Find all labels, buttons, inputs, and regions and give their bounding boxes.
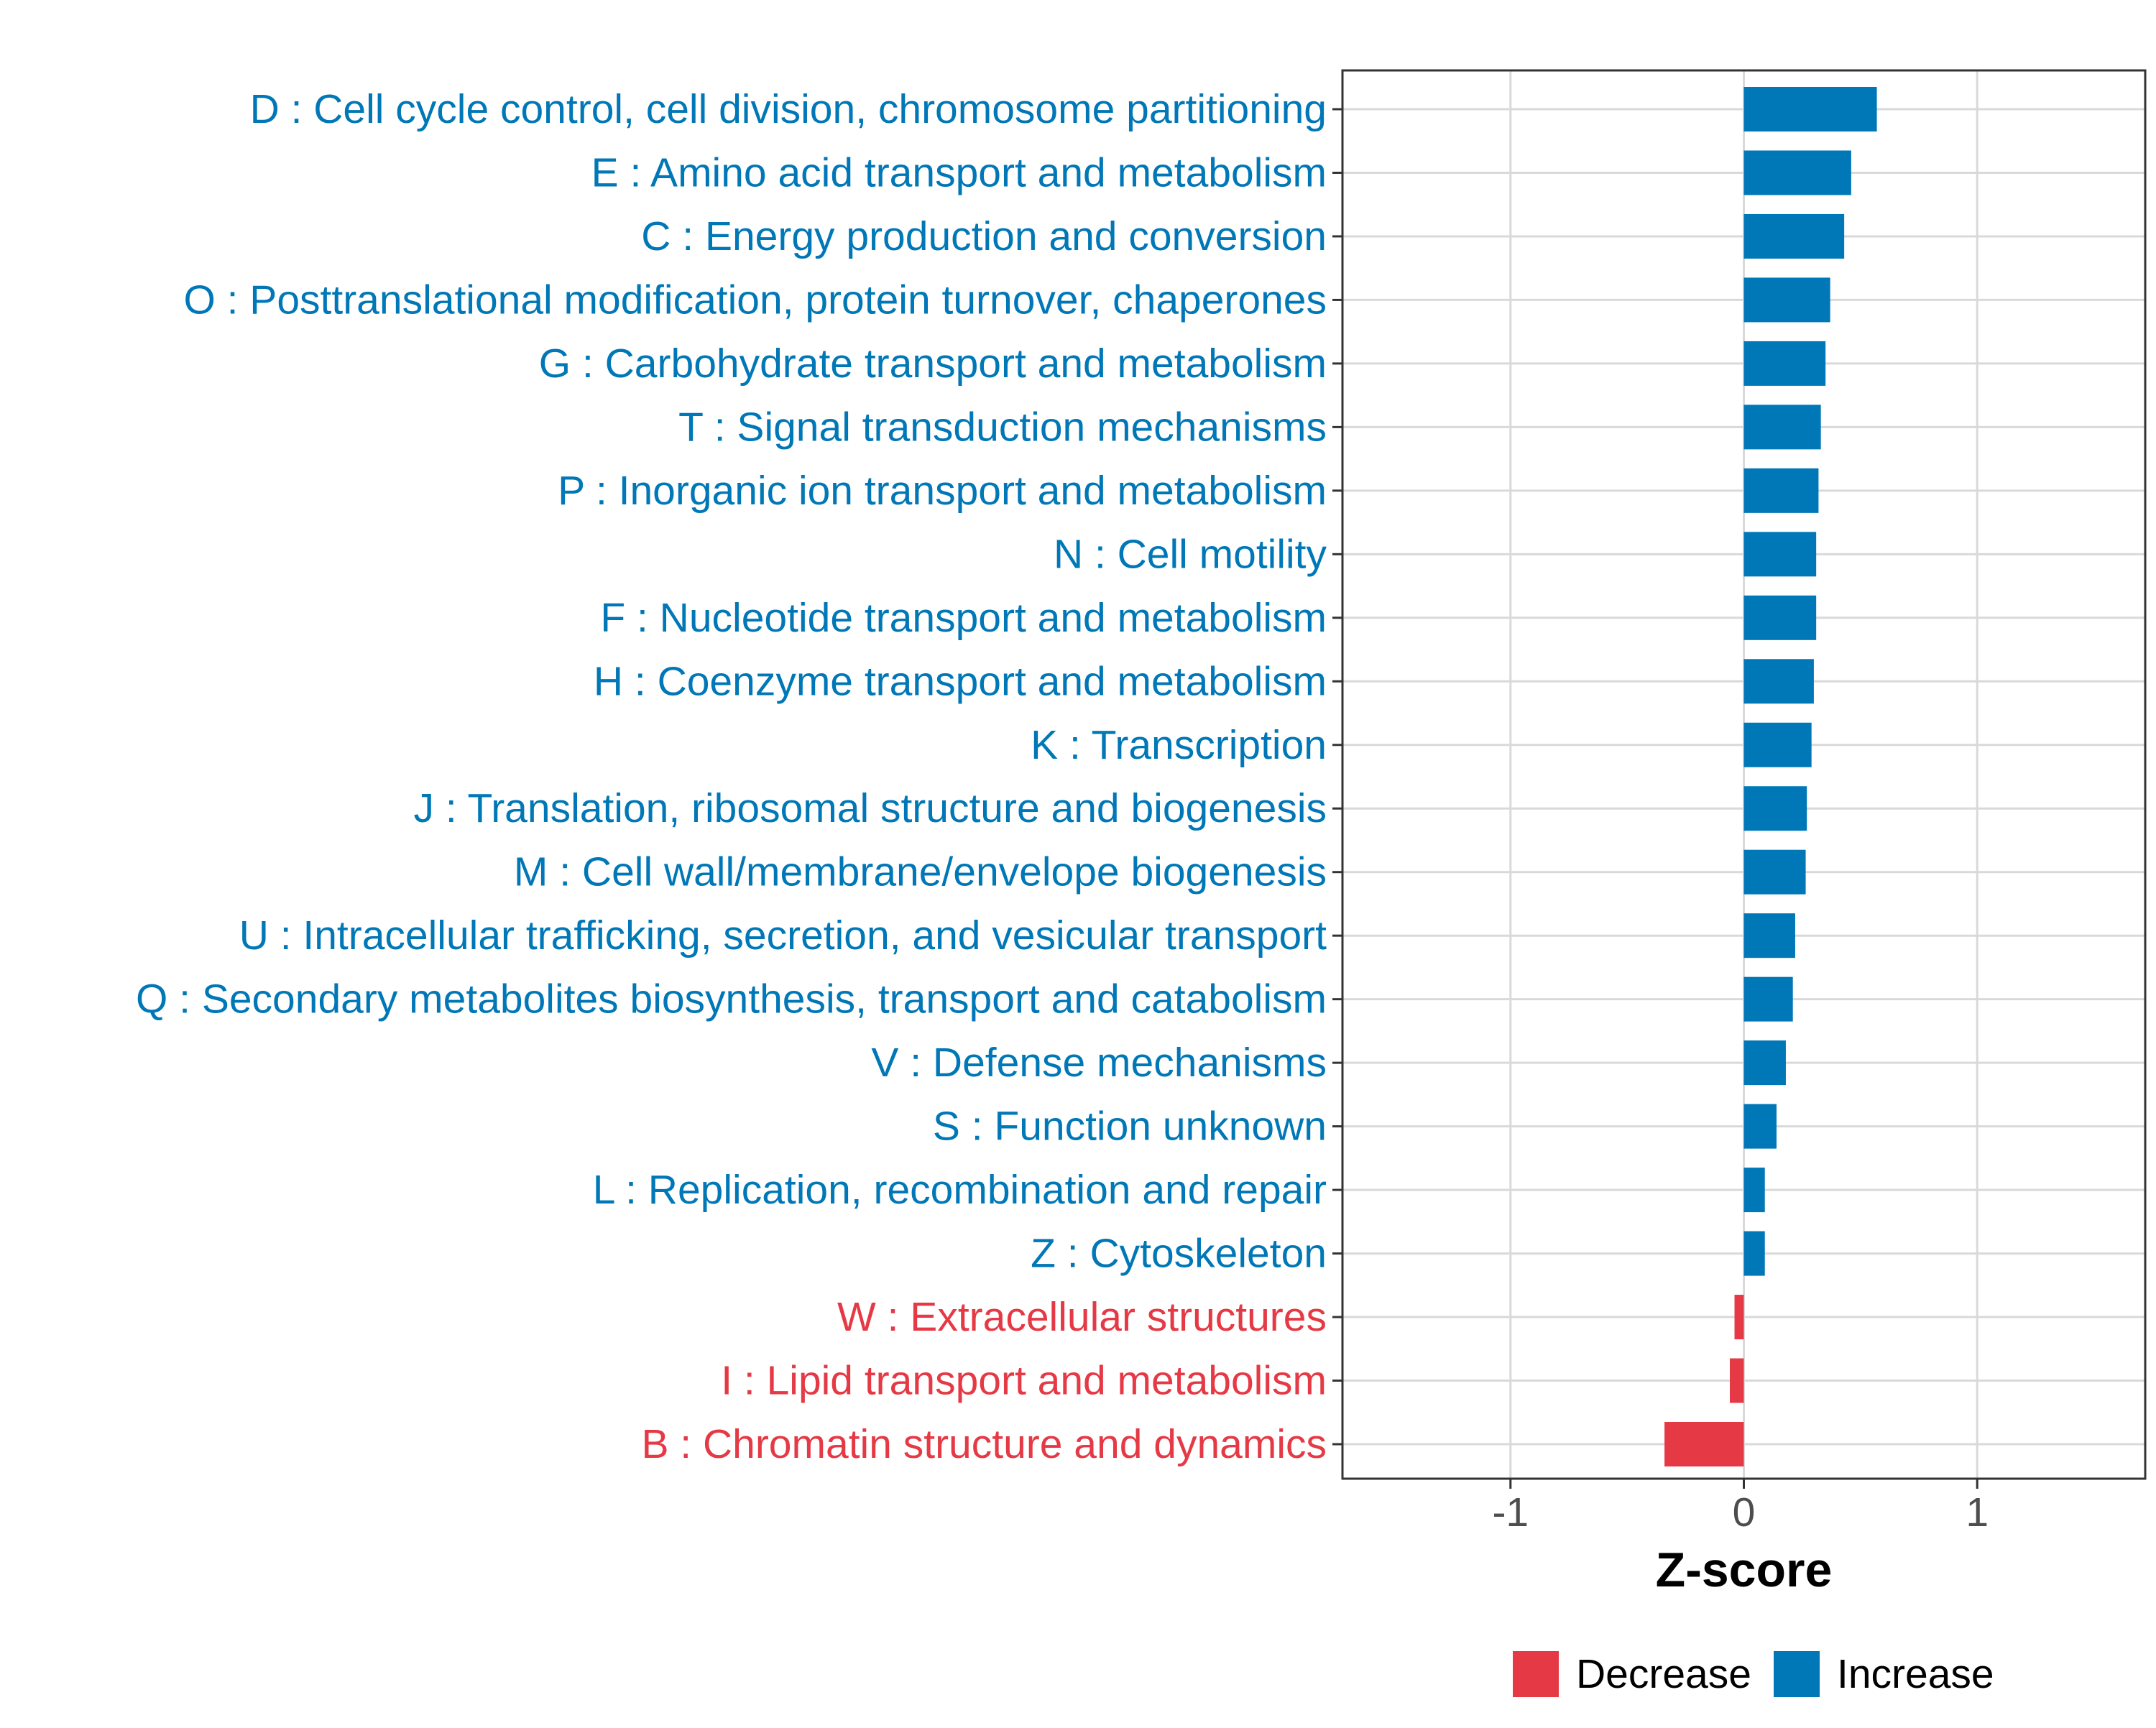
- x-axis: -1 0 1: [1492, 1479, 1989, 1535]
- y-tick-label: K : Transcription: [1031, 722, 1327, 768]
- y-tick-label: E : Amino acid transport and metabolism: [591, 149, 1327, 195]
- y-tick-label: C : Energy production and conversion: [641, 213, 1327, 259]
- bar: [1743, 87, 1877, 131]
- y-tick-label: Z : Cytoskeleton: [1031, 1231, 1327, 1277]
- y-tick-label: D : Cell cycle control, cell division, c…: [250, 86, 1327, 132]
- x-tick-label: -1: [1492, 1489, 1529, 1535]
- y-axis: D : Cell cycle control, cell division, c…: [136, 86, 1342, 1467]
- y-tick-label: L : Replication, recombination and repai…: [593, 1167, 1327, 1213]
- y-tick-label: S : Function unknown: [933, 1104, 1327, 1150]
- y-tick-label: M : Cell wall/membrane/envelope biogenes…: [514, 849, 1327, 895]
- legend-swatch: [1513, 1651, 1559, 1697]
- legend-label: Decrease: [1576, 1651, 1751, 1697]
- y-tick-label: N : Cell motility: [1054, 531, 1327, 577]
- legend-swatch: [1774, 1651, 1820, 1697]
- bar: [1743, 468, 1819, 513]
- y-tick-label: P : Inorganic ion transport and metaboli…: [558, 468, 1327, 514]
- bar: [1734, 1295, 1744, 1340]
- legend: Decrease Increase: [1513, 1651, 1994, 1697]
- bar: [1743, 1231, 1765, 1276]
- bar: [1743, 1104, 1777, 1149]
- y-tick-label: W : Extracellular structures: [837, 1294, 1327, 1340]
- y-tick-label: F : Nucleotide transport and metabolism: [600, 595, 1327, 641]
- legend-label: Increase: [1837, 1651, 1994, 1697]
- bar: [1743, 341, 1826, 386]
- y-tick-label: B : Chromatin structure and dynamics: [641, 1421, 1327, 1467]
- y-tick-label: H : Coenzyme transport and metabolism: [594, 658, 1327, 704]
- bar: [1743, 595, 1817, 640]
- bar: [1743, 913, 1795, 958]
- bar: [1743, 532, 1817, 577]
- bar-layer: [1664, 87, 1877, 1466]
- y-tick-label: G : Carbohydrate transport and metabolis…: [539, 341, 1327, 387]
- y-tick-label: J : Translation, ribosomal structure and…: [414, 785, 1327, 831]
- bar: [1743, 659, 1814, 704]
- y-tick-label: U : Intracellular trafficking, secretion…: [239, 912, 1327, 958]
- bar: [1730, 1358, 1744, 1403]
- bar: [1743, 849, 1806, 895]
- bar: [1743, 150, 1851, 195]
- bar: [1743, 213, 1845, 259]
- bar: [1664, 1422, 1744, 1466]
- bar: [1743, 722, 1812, 767]
- bar: [1743, 976, 1793, 1022]
- x-axis-title: Z-score: [1656, 1543, 1833, 1597]
- bar: [1743, 405, 1821, 450]
- y-tick-label: V : Defense mechanisms: [871, 1040, 1327, 1086]
- y-tick-label: O : Posttranslational modification, prot…: [183, 277, 1327, 323]
- bar: [1743, 1168, 1765, 1213]
- y-tick-label: Q : Secondary metabolites biosynthesis, …: [136, 976, 1327, 1022]
- bar: [1743, 786, 1807, 831]
- x-tick-label: 0: [1733, 1489, 1756, 1535]
- x-tick-label: 1: [1966, 1489, 1989, 1535]
- bar: [1743, 277, 1830, 323]
- bar: [1743, 1040, 1786, 1086]
- y-tick-label: T : Signal transduction mechanisms: [678, 404, 1327, 450]
- y-tick-label: I : Lipid transport and metabolism: [721, 1358, 1327, 1404]
